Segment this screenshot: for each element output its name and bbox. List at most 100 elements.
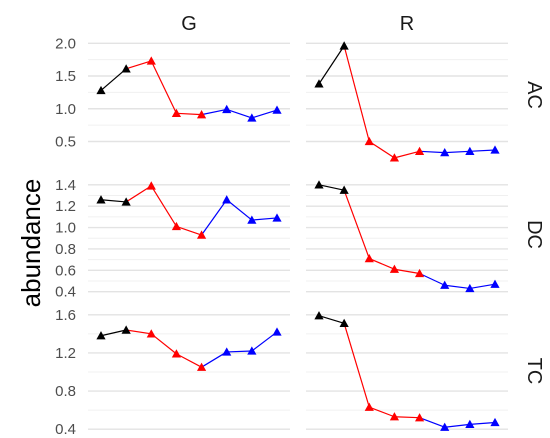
series-segment-TC-R-3: [394, 416, 420, 419]
data-point-DC-R-3: [389, 264, 400, 273]
series-segment-TC-G-3: [176, 353, 202, 368]
data-point-DC-R-4: [414, 268, 425, 278]
y-tick-label-AC-1: 1.5: [55, 68, 76, 85]
series-segment-DC-G-4: [201, 199, 228, 236]
data-point-TC-G-2: [146, 329, 156, 338]
data-point-AC-G-4: [196, 110, 207, 119]
y-tick-label-DC-0: 1.4: [55, 177, 76, 194]
y-tick-label-DC-2: 1.0: [55, 220, 76, 237]
data-point-DC-G-6: [247, 215, 257, 224]
data-point-TC-R-7: [490, 417, 500, 427]
row-strip-TC: TC: [523, 358, 545, 385]
data-point-AC-R-2: [364, 136, 374, 146]
series-segment-DC-R-2: [369, 257, 395, 270]
series-segment-AC-G-4: [201, 108, 227, 116]
series-segment-TC-R-5: [444, 423, 470, 428]
series-segment-TC-G-5: [226, 350, 252, 353]
data-point-AC-G-3: [171, 108, 182, 118]
data-point-DC-G-0: [96, 195, 106, 204]
data-point-TC-G-3: [171, 349, 182, 358]
data-point-AC-G-5: [222, 104, 232, 114]
y-tick-label-TC-2: 0.8: [55, 383, 76, 400]
series-segment-DC-G-2: [150, 185, 177, 227]
data-point-AC-G-1: [121, 64, 131, 73]
data-point-TC-R-2: [364, 402, 374, 411]
series-segment-AC-R-6: [469, 149, 496, 152]
data-point-DC-R-0: [314, 180, 324, 189]
data-point-AC-R-1: [339, 41, 349, 50]
series-segment-DC-R-1: [343, 189, 370, 259]
series-segment-AC-R-0: [318, 45, 345, 85]
data-point-AC-R-4: [414, 146, 425, 155]
data-point-AC-G-7: [272, 105, 282, 114]
data-point-DC-R-5: [440, 280, 450, 289]
data-point-AC-R-3: [389, 153, 400, 162]
series-segment-AC-R-2: [368, 140, 395, 159]
y-tick-label-TC-3: 0.4: [55, 421, 76, 438]
y-tick-label-DC-5: 0.4: [55, 284, 76, 301]
series-segment-TC-R-4: [419, 417, 445, 428]
data-point-TC-G-4: [196, 362, 207, 371]
y-tick-label-TC-1: 1.2: [55, 345, 76, 362]
data-point-TC-G-5: [222, 347, 232, 356]
data-point-DC-R-6: [465, 283, 475, 293]
data-point-DC-G-2: [146, 181, 156, 190]
series-segment-AC-R-4: [419, 150, 445, 154]
series-segment-DC-G-6: [251, 217, 278, 221]
data-point-TC-R-1: [339, 318, 349, 328]
series-segment-TC-R-0: [318, 315, 345, 324]
series-segment-DC-G-1: [125, 185, 152, 203]
series-segment-TC-G-1: [126, 329, 152, 335]
series-segment-TC-G-4: [201, 351, 228, 368]
series-segment-TC-R-6: [469, 421, 496, 425]
series-segment-TC-G-0: [100, 329, 127, 337]
series-segment-AC-G-1: [125, 60, 152, 70]
series-segment-DC-R-5: [444, 284, 470, 290]
col-strip-G: G: [181, 13, 197, 35]
series-segment-TC-R-1: [343, 323, 370, 408]
data-point-DC-G-3: [171, 221, 182, 231]
data-point-TC-R-6: [465, 419, 475, 429]
series-segment-DC-R-3: [394, 268, 420, 275]
data-point-DC-R-2: [364, 253, 374, 263]
series-segment-AC-G-6: [251, 109, 278, 119]
series-segment-DC-R-0: [318, 184, 345, 191]
series-segment-DC-G-0: [100, 199, 127, 203]
data-point-TC-G-7: [272, 327, 282, 336]
data-point-TC-G-0: [96, 331, 106, 340]
series-segment-AC-R-3: [394, 150, 420, 159]
y-tick-label-AC-3: 0.5: [55, 133, 76, 150]
data-point-AC-R-0: [314, 79, 324, 88]
y-tick-label-DC-1: 1.2: [55, 198, 76, 215]
series-segment-AC-G-5: [226, 108, 253, 119]
data-point-AC-G-0: [96, 85, 106, 95]
data-point-DC-R-1: [339, 185, 349, 194]
data-point-DC-G-7: [272, 213, 282, 222]
data-point-TC-R-3: [389, 412, 400, 421]
series-segment-AC-R-5: [444, 150, 470, 154]
data-point-TC-R-5: [440, 422, 450, 431]
data-point-TC-R-0: [314, 311, 324, 320]
data-point-AC-R-5: [440, 148, 450, 157]
series-segment-DC-G-3: [176, 225, 202, 236]
row-strip-DC: DC: [523, 220, 545, 249]
data-point-AC-G-6: [247, 113, 257, 122]
data-point-AC-R-7: [490, 145, 500, 154]
data-point-TC-R-4: [414, 413, 425, 422]
data-point-DC-R-7: [490, 279, 500, 288]
y-tick-label-AC-0: 2.0: [55, 35, 76, 52]
y-axis-title: abundance: [16, 179, 46, 308]
y-tick-label-AC-2: 1.0: [55, 101, 76, 118]
data-point-AC-R-6: [465, 146, 475, 155]
data-point-TC-G-6: [247, 346, 257, 355]
series-segment-TC-R-2: [369, 406, 395, 418]
y-tick-label-DC-3: 0.8: [55, 241, 76, 258]
data-point-AC-G-2: [146, 56, 156, 65]
data-point-DC-G-4: [196, 230, 207, 239]
col-strip-R: R: [400, 13, 414, 35]
data-point-DC-G-1: [121, 197, 131, 206]
series-segment-AC-R-1: [343, 45, 370, 142]
series-segment-DC-R-4: [419, 272, 445, 286]
data-point-DC-G-5: [222, 195, 232, 204]
